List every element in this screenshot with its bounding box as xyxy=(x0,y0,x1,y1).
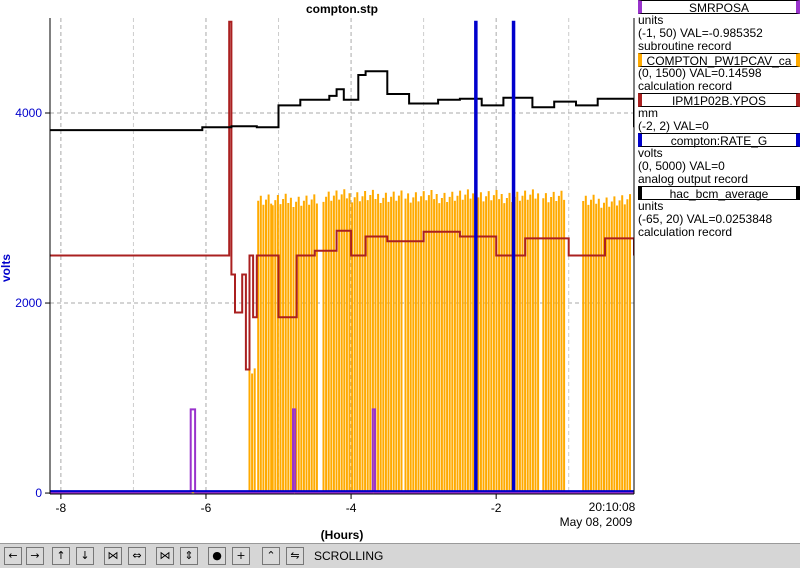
legend-entry-detail: analog output record xyxy=(638,172,749,186)
legend-entry-name[interactable]: IPM1P02B.YPOS xyxy=(638,93,800,108)
legend-entry-detail: (0, 5000) VAL=0 xyxy=(638,159,725,173)
legend-entry-detail: (-65, 20) VAL=0.0253848 xyxy=(638,212,773,226)
series-burst xyxy=(582,194,631,493)
series-group xyxy=(50,20,634,494)
series-burst xyxy=(271,193,318,493)
chart-title: compton.stp xyxy=(306,2,378,16)
legend-entry-name[interactable]: COMPTON_PW1PCAV_ca xyxy=(638,53,800,68)
series-burst xyxy=(322,189,403,493)
record-icon[interactable]: ● xyxy=(208,547,226,565)
scrolling-status: SCROLLING xyxy=(314,549,384,563)
timestamp-time: 20:10:08 xyxy=(589,500,636,514)
y-tick-label: 4000 xyxy=(15,106,42,120)
x-axis-label: (Hours) xyxy=(321,528,364,542)
scroll-right-icon[interactable]: → xyxy=(26,547,44,565)
legend-entry-detail: (0, 1500) VAL=0.14598 xyxy=(638,66,762,80)
swap-icon[interactable]: ⇋ xyxy=(286,547,304,565)
add-icon[interactable]: + xyxy=(232,547,250,565)
legend-entry-name[interactable]: compton:RATE_G xyxy=(638,133,800,148)
series-burst xyxy=(257,194,273,493)
plot-area[interactable]: -8 -6 -4 -2 0 2000 4000 compton.stp volts (Hou… xyxy=(0,0,800,543)
timestamp-date: May 08, 2009 xyxy=(560,515,633,529)
legend-entry-name[interactable]: SMRPOSA xyxy=(638,0,800,15)
series-line xyxy=(50,20,634,493)
y-tick-label: 2000 xyxy=(15,296,42,310)
series-burst xyxy=(248,364,256,493)
legend-entry-detail: subroutine record xyxy=(638,39,732,53)
legend-entry-detail: units xyxy=(638,13,664,27)
x-tick-label: -8 xyxy=(56,501,67,515)
series-line xyxy=(50,408,634,494)
series-line xyxy=(50,20,634,371)
series-burst xyxy=(542,190,566,493)
legend-entry-detail: mm xyxy=(638,106,658,120)
zoom-out-x-icon[interactable]: ⇔ xyxy=(128,547,146,565)
x-tick-label: -2 xyxy=(491,501,502,515)
zoom-in-x-icon[interactable]: ⋈ xyxy=(104,547,122,565)
axes: -8 -6 -4 -2 0 2000 4000 xyxy=(15,18,635,515)
zoom-out-y-icon[interactable]: ⇕ xyxy=(180,547,198,565)
scroll-down-icon[interactable]: ↓ xyxy=(76,547,94,565)
series-burst xyxy=(404,189,540,493)
y-tick-label: 0 xyxy=(35,486,42,500)
legend-entry-detail: volts xyxy=(638,146,663,160)
toolbar: SCROLLING ← → ↑ ↓ ⋈ ⇔ ⋈ ⇕ ● + ⌃ ⇋ xyxy=(0,543,800,568)
y-axis-label: volts xyxy=(0,254,13,282)
legend-entry-detail: (-1, 50) VAL=-0.985352 xyxy=(638,26,763,40)
legend: SMRPOSA units (-1, 50) VAL=-0.985352 subrou… xyxy=(638,0,800,239)
scroll-up-icon[interactable]: ↑ xyxy=(52,547,70,565)
compress-icon[interactable]: ⌃ xyxy=(262,547,280,565)
zoom-in-y-icon[interactable]: ⋈ xyxy=(156,547,174,565)
series-line xyxy=(50,70,634,132)
x-tick-label: -6 xyxy=(201,501,212,515)
legend-entry-detail: calculation record xyxy=(638,79,733,93)
legend-entry-name[interactable]: hac_bcm_average xyxy=(638,186,800,201)
legend-entry-detail: calculation record xyxy=(638,225,733,239)
legend-entry-detail: (-2, 2) VAL=0 xyxy=(638,119,709,133)
legend-entry-detail: units xyxy=(638,199,664,213)
series-layer xyxy=(50,20,634,494)
x-tick-label: -4 xyxy=(346,501,357,515)
scroll-left-icon[interactable]: ← xyxy=(4,547,22,565)
